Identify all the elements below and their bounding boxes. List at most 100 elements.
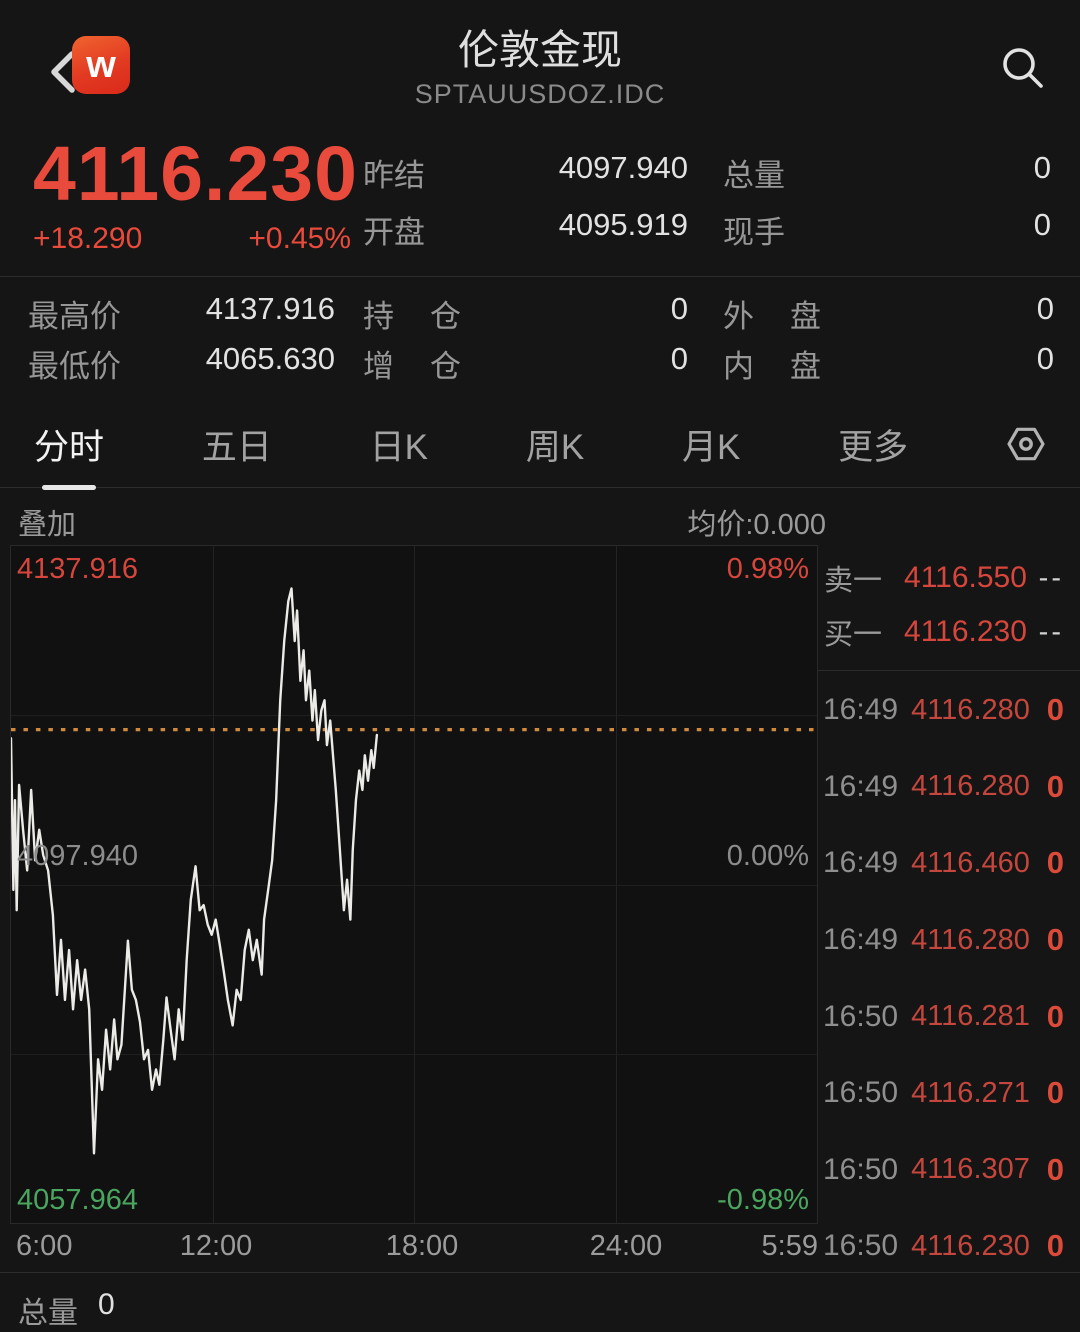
- tick-row: 16:50 4116.271 0: [818, 1055, 1080, 1132]
- current-hand-label: 现手: [723, 215, 785, 250]
- high-price-label: 最高价: [28, 299, 121, 334]
- quote-row: 现手 0: [723, 207, 1051, 252]
- order-book-panel: 卖一 4116.550 -- 买一 4116.230 -- 16:49 4116…: [818, 545, 1080, 1285]
- wind-app-logo: w: [72, 36, 130, 94]
- tick-row: 16:50 4116.230 0: [818, 1208, 1080, 1285]
- settings-hexagon-icon: [1007, 427, 1045, 461]
- tick-time: 16:50: [823, 1076, 899, 1110]
- price-change-row: +18.290 +0.45%: [33, 222, 351, 256]
- prev-settle-label: 昨结: [363, 158, 425, 193]
- axis-mid-percent: 0.00%: [726, 840, 809, 872]
- tick-time: 16:50: [823, 999, 899, 1033]
- bottom-volume-label: 总量: [18, 1297, 78, 1330]
- ask-price: 4116.550: [904, 561, 1027, 594]
- tick-time: 16:50: [823, 1229, 899, 1263]
- chart-settings-button[interactable]: [1002, 420, 1050, 468]
- tick-row: 16:50 4116.281 0: [818, 978, 1080, 1055]
- total-volume-label: 总量: [723, 158, 785, 193]
- current-hand-value: 0: [1033, 207, 1051, 242]
- search-button[interactable]: [998, 42, 1048, 94]
- price-change-percent: +0.45%: [248, 222, 351, 255]
- total-volume-value: 0: [1033, 150, 1051, 185]
- tick-row: 16:49 4116.280 0: [818, 902, 1080, 979]
- bid-label: 买一: [824, 619, 883, 651]
- low-price-cell: 最低价 4065.630: [28, 341, 335, 386]
- inner-lots-label: 内盘: [723, 349, 857, 384]
- bid-volume: --: [1038, 615, 1064, 648]
- quote-col-mid: 昨结 4097.940 开盘 4095.919: [363, 150, 688, 252]
- stats-row-1: 最高价 4137.916 持仓 0 外盘 0: [0, 291, 1080, 334]
- divider: [0, 276, 1080, 277]
- overlay-compare-button[interactable]: 叠加: [18, 509, 77, 541]
- divider: [0, 1272, 1080, 1273]
- ask-volume: --: [1038, 561, 1064, 594]
- bottom-volume-value: 0: [98, 1288, 115, 1321]
- axis-low-label: 4057.964: [17, 1184, 138, 1216]
- wind-logo-letter: w: [86, 44, 116, 86]
- tick-price: 4116.280: [911, 923, 1030, 956]
- prev-settle-value: 4097.940: [558, 150, 688, 185]
- ask-label: 卖一: [824, 565, 883, 597]
- tab-more[interactable]: 更多: [838, 427, 909, 467]
- back-button[interactable]: [42, 46, 86, 98]
- chart-period-tabs: 分时 五日 日K 周K 月K 更多: [0, 401, 1080, 488]
- x-axis: 6:00 12:00 18:00 24:00 5:59: [10, 1230, 818, 1264]
- stock-quote-page: { "header": { "title": "伦敦金现", "subtitle…: [0, 0, 1080, 1303]
- tick-row: 16:49 4116.280 0: [818, 672, 1080, 749]
- x-tick: 12:00: [179, 1230, 253, 1262]
- quote-row: 开盘 4095.919: [363, 207, 688, 252]
- interest-change-cell: 增仓 0: [363, 341, 688, 386]
- price-line-svg: [11, 587, 817, 1155]
- x-tick: 6:00: [16, 1230, 73, 1262]
- tab-five-day[interactable]: 五日: [201, 427, 272, 467]
- average-price-label: 均价:0.000: [687, 509, 826, 541]
- axis-high-label: 4137.916: [17, 553, 138, 585]
- high-price-value: 4137.916: [205, 291, 335, 326]
- tick-time: 16:49: [823, 769, 899, 803]
- low-price-value: 4065.630: [205, 341, 335, 376]
- minute-chart-plot[interactable]: 4137.916 0.98% 4097.940 0.00% 4057.964 -…: [10, 545, 818, 1224]
- tick-price: 4116.281: [911, 1000, 1030, 1033]
- tab-daily-k[interactable]: 日K: [369, 427, 429, 467]
- tick-volume: 0: [1046, 1228, 1064, 1264]
- tick-list[interactable]: 16:49 4116.280 0 16:49 4116.280 0 16:49 …: [818, 672, 1080, 1285]
- quote-col-right: 总量 0 现手 0: [723, 150, 1051, 252]
- search-icon: [1003, 48, 1043, 88]
- interest-change-label: 增仓: [363, 349, 497, 384]
- tick-row: 16:49 4116.280 0: [818, 749, 1080, 826]
- divider: [818, 670, 1080, 671]
- interest-change-value: 0: [670, 341, 688, 376]
- bid-price: 4116.230: [904, 615, 1027, 648]
- high-price-cell: 最高价 4137.916: [28, 291, 335, 336]
- tick-price: 4116.271: [911, 1076, 1030, 1109]
- price-polyline: [11, 587, 379, 1155]
- axis-mid-label: 4097.940: [17, 840, 138, 872]
- axis-low-percent: -0.98%: [717, 1184, 809, 1216]
- tick-time: 16:49: [823, 846, 899, 880]
- tab-minute[interactable]: 分时: [30, 399, 108, 490]
- open-value: 4095.919: [558, 207, 688, 242]
- gridline-horizontal: [11, 1053, 817, 1055]
- open-interest-value: 0: [670, 291, 688, 326]
- open-interest-label: 持仓: [363, 299, 497, 334]
- back-chevron-icon: [51, 51, 75, 93]
- x-tick: 5:59: [761, 1230, 818, 1262]
- tick-volume: 0: [1046, 845, 1064, 881]
- axis-high-percent: 0.98%: [726, 553, 809, 585]
- outer-lots-value: 0: [1036, 291, 1054, 326]
- tick-price: 4116.280: [911, 770, 1030, 803]
- tab-monthly-k[interactable]: 月K: [682, 427, 741, 467]
- tick-price: 4116.307: [911, 1153, 1030, 1186]
- tab-weekly-k[interactable]: 周K: [525, 427, 585, 467]
- x-tick: 24:00: [589, 1230, 663, 1262]
- bid-row: 买一 4116.230 --: [818, 613, 1080, 651]
- tick-time: 16:49: [823, 923, 899, 957]
- stats-row-2: 最低价 4065.630 增仓 0 内盘 0: [0, 341, 1080, 384]
- page-title: 伦敦金现: [458, 27, 622, 73]
- tick-volume: 0: [1046, 692, 1064, 728]
- tick-volume: 0: [1046, 1075, 1064, 1111]
- gridline-horizontal: [11, 715, 817, 717]
- stock-code-subtitle: SPTAUUSDOZ.IDC: [414, 79, 666, 109]
- ask-row: 卖一 4116.550 --: [818, 559, 1080, 597]
- bottom-volume-row: 总量 0: [18, 1288, 115, 1332]
